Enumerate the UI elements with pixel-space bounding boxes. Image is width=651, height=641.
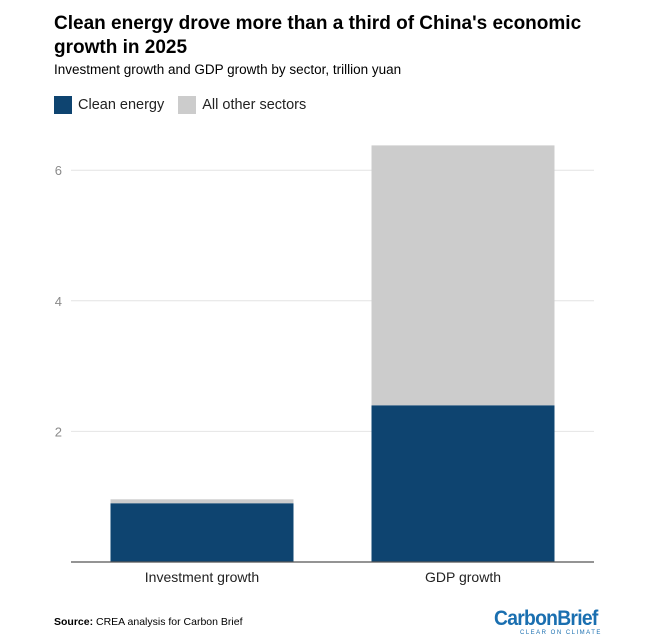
legend-item-clean-energy: Clean energy [54, 96, 164, 114]
chart-subtitle: Investment growth and GDP growth by sect… [54, 62, 402, 77]
y-tick-label-4: 4 [55, 294, 62, 309]
legend-label-clean-energy: Clean energy [78, 97, 165, 113]
y-tick-label-6: 6 [55, 163, 62, 178]
y-tick-label-2: 2 [55, 424, 62, 439]
bar-clean-energy-gdp [371, 405, 555, 562]
source-label: Source: [54, 616, 94, 628]
bar-other-sectors-gdp [371, 145, 555, 406]
legend-swatch-clean-energy [54, 96, 72, 114]
x-tick-label-investment: Investment growth [145, 569, 259, 585]
brand-tagline: CLEAR ON CLIMATE [520, 630, 602, 636]
source-note: Source: CREA analysis for Carbon Brief [54, 616, 243, 628]
carbon-brief-logo: CarbonBrief CLEAR ON CLIMATE [494, 608, 614, 638]
chart-title: Clean energy drove more than a third of … [54, 13, 582, 58]
source-text: CREA analysis for Carbon Brief [93, 616, 243, 628]
bar-other-sectors-investment [110, 499, 294, 504]
legend-swatch-other-sectors [178, 96, 197, 114]
brand-name: CarbonBrief [494, 607, 598, 630]
legend: Clean energy All other sectors [54, 96, 320, 114]
x-tick-label-gdp: GDP growth [425, 569, 501, 585]
bar-clean-energy-investment [110, 503, 294, 562]
legend-item-other-sectors: All other sectors [178, 96, 306, 114]
legend-label-other-sectors: All other sectors [202, 97, 307, 113]
